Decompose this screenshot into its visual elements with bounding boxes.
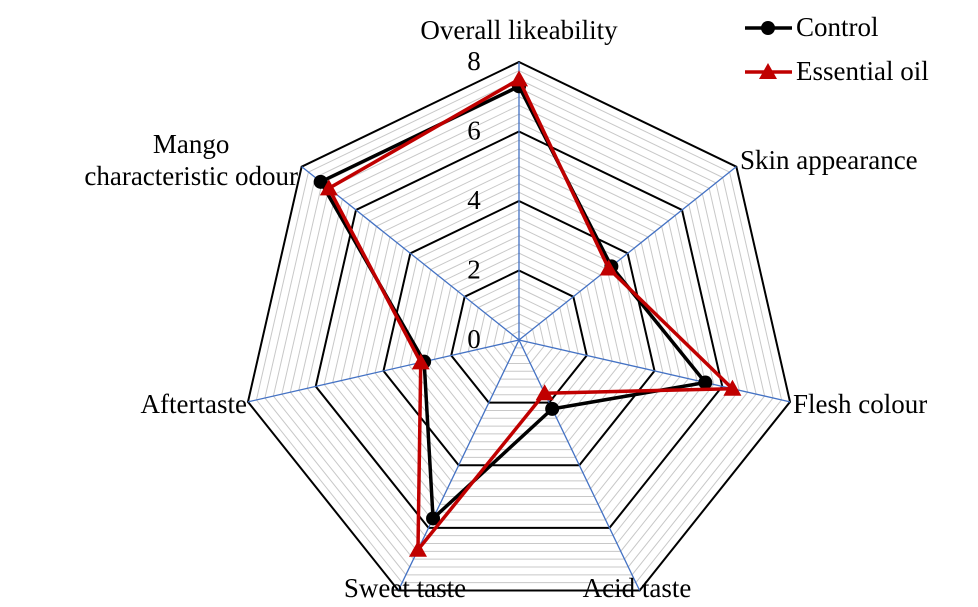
minor-grid (391, 209, 647, 458)
minor-grid (442, 261, 596, 411)
data-point (319, 179, 338, 196)
r-tick-label: 2 (467, 255, 481, 285)
minor-grid (374, 191, 664, 474)
series-line (318, 84, 709, 523)
data-point (510, 70, 528, 87)
data-point (408, 540, 427, 557)
axis-spoke (518, 166, 737, 341)
grid-line (314, 130, 724, 529)
minor-grid (501, 322, 537, 357)
data-point (426, 511, 441, 526)
category-label: Aftertaste (140, 389, 247, 419)
minor-grid (476, 296, 562, 380)
minor-grid (272, 87, 766, 568)
legend-label: Essential oil (796, 56, 929, 86)
minor-grid (306, 122, 732, 537)
minor-grid (399, 217, 639, 451)
minor-grid (340, 157, 698, 505)
legend-label: Control (796, 12, 879, 42)
category-label: Sweet taste (343, 573, 467, 603)
data-point (535, 384, 554, 401)
axis-spoke (247, 339, 520, 403)
data-point (411, 353, 430, 370)
minor-grid (509, 330, 529, 349)
minor-grid (416, 235, 622, 435)
data-point (545, 401, 560, 416)
data-point (698, 375, 713, 390)
axis-spoke (301, 166, 520, 341)
minor-grid (366, 183, 672, 482)
r-tick-label: 4 (467, 185, 481, 215)
data-point (599, 259, 618, 276)
category-label: Overall likeability (420, 15, 618, 45)
axis-spoke (518, 339, 791, 403)
category-label: Flesh colour (793, 389, 928, 419)
legend-marker (759, 63, 777, 79)
minor-grid (264, 78, 774, 576)
minor-grid (281, 96, 757, 560)
minor-grid (357, 174, 681, 490)
minor-grid (467, 287, 571, 388)
data-point (313, 174, 328, 189)
minor-grid (484, 304, 554, 372)
series-line (326, 76, 737, 555)
minor-grid (493, 313, 545, 364)
minor-grid (459, 278, 579, 396)
r-tick-label: 6 (467, 116, 481, 146)
grid-line (246, 60, 792, 592)
minor-grid (255, 70, 783, 584)
r-tick-label: 8 (467, 46, 481, 76)
category-label: Mango characteristic odour (84, 129, 298, 191)
data-point (723, 379, 742, 396)
axis-spoke (518, 339, 641, 591)
category-label: Acid taste (582, 573, 692, 603)
grid-line (450, 269, 588, 404)
category-label: Skin appearance (740, 145, 918, 175)
minor-grid (298, 113, 740, 545)
legend-marker (761, 21, 775, 35)
minor-grid (349, 165, 689, 498)
grid-line (382, 199, 656, 467)
r-tick-label: 0 (467, 324, 481, 354)
minor-grid (332, 148, 706, 513)
minor-grid (289, 104, 749, 552)
minor-grid (433, 252, 605, 419)
